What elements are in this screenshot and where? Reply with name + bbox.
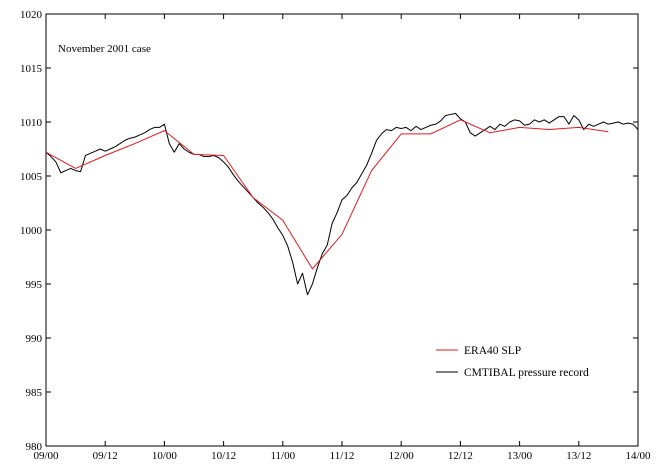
series-layer — [45, 112, 639, 296]
series-line-cmtibal-pressure — [45, 112, 639, 296]
y-tick-label: 1005 — [20, 171, 43, 183]
plot-frame — [45, 13, 639, 447]
x-tick-label: 10/00 — [152, 450, 178, 462]
x-tick-label: 14/00 — [625, 450, 651, 462]
y-tick-label: 1015 — [20, 63, 43, 75]
y-tick-label: 1010 — [20, 117, 43, 129]
y-tick-label: 980 — [26, 441, 43, 453]
x-tick-label: 09/12 — [93, 450, 118, 462]
x-tick-label: 10/12 — [211, 450, 236, 462]
x-axis: 09/00 09/12 10/00 10/12 11/00 11/12 12/00 12/12… — [33, 14, 651, 462]
case-annotation: November 2001 case — [58, 43, 151, 55]
x-tick-label: 11/00 — [270, 450, 295, 462]
x-tick-label: 11/12 — [330, 450, 355, 462]
x-tick-label: 09/00 — [33, 450, 59, 462]
legend: ERA40 SLP CMTIBAL pressure record — [436, 345, 589, 379]
legend-label-era40: ERA40 SLP — [464, 345, 521, 357]
y-axis: 980 985 990 995 1000 1005 1010 1015 1020 — [20, 9, 638, 453]
series-line-era40-slp — [45, 119, 609, 270]
x-tick-label: 12/12 — [448, 450, 473, 462]
y-tick-label: 1020 — [20, 9, 43, 21]
x-tick-label: 13/12 — [566, 450, 591, 462]
x-tick-label: 13/00 — [507, 450, 533, 462]
legend-label-cmtibal: CMTIBAL pressure record — [464, 367, 589, 379]
x-tick-label: 12/00 — [389, 450, 415, 462]
y-tick-label: 990 — [26, 333, 43, 345]
y-tick-label: 1000 — [20, 225, 43, 237]
y-tick-label: 995 — [26, 279, 43, 291]
y-tick-label: 985 — [26, 387, 43, 399]
